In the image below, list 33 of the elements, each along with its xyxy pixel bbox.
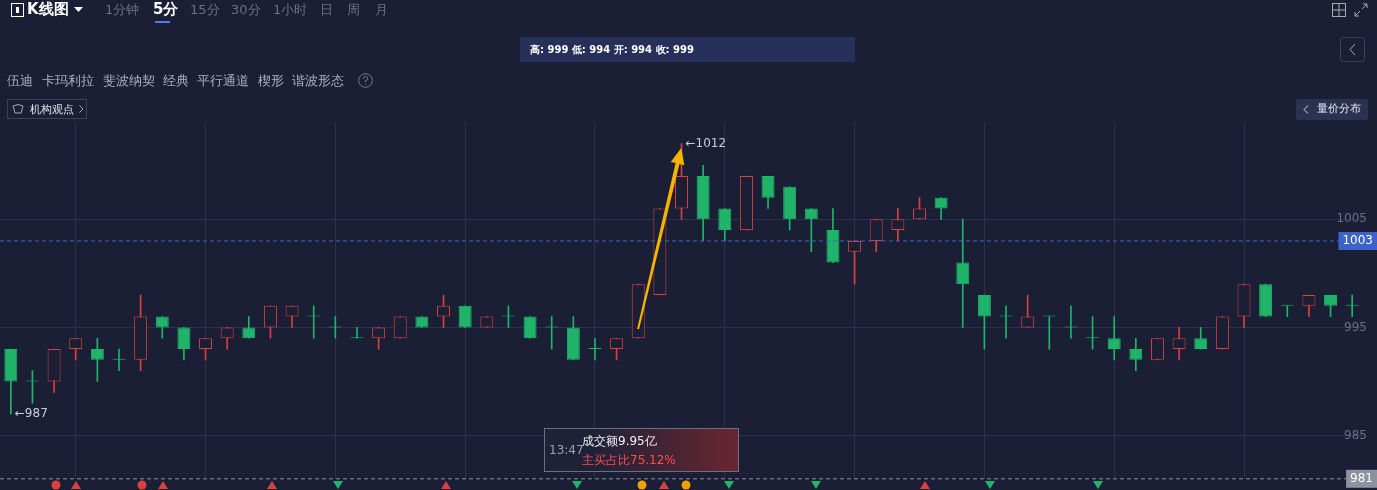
ref-line-label: 1003 <box>1342 233 1373 248</box>
text: 5分 <box>153 0 179 19</box>
annotation: ←1012 <box>685 135 727 150</box>
y-tick-label: 995 <box>1344 319 1367 334</box>
annotation: 主买占比75.12% <box>582 453 676 469</box>
ref-line-label: 981 <box>1350 470 1373 485</box>
text: 1分钟 <box>105 1 140 19</box>
candlestick <box>588 337 602 361</box>
candlestick <box>804 208 818 253</box>
text: 高: 999 低: 994 开: 994 收: 999 <box>530 43 694 57</box>
annotation: 13:47 <box>549 443 584 457</box>
candlestick <box>956 218 970 328</box>
annotation: ←987 <box>14 406 48 421</box>
text: K线图 <box>27 0 69 19</box>
y-tick-label: 1005 <box>1336 211 1367 226</box>
text: 伍迪 <box>7 72 33 90</box>
text: 卡玛利拉 <box>42 72 94 90</box>
text: 斐波纳契 <box>103 72 155 90</box>
text: 1小时 <box>273 1 308 19</box>
text: 30分 <box>231 1 261 19</box>
text: 日 <box>320 1 333 19</box>
text: 平行通道 <box>197 72 249 90</box>
y-tick-label: 985 <box>1344 427 1367 442</box>
text: 经典 <box>163 72 189 90</box>
text: 谐波形态 <box>292 72 344 90</box>
text: 周 <box>347 1 360 19</box>
annotation: 成交额9.95亿 <box>582 433 657 448</box>
text: 机构观点 <box>30 102 74 117</box>
text: 量价分布 <box>1317 101 1361 116</box>
text: 月 <box>375 1 388 19</box>
text: 15分 <box>190 1 220 19</box>
text: 楔形 <box>258 72 284 90</box>
candlestick <box>1107 316 1121 361</box>
